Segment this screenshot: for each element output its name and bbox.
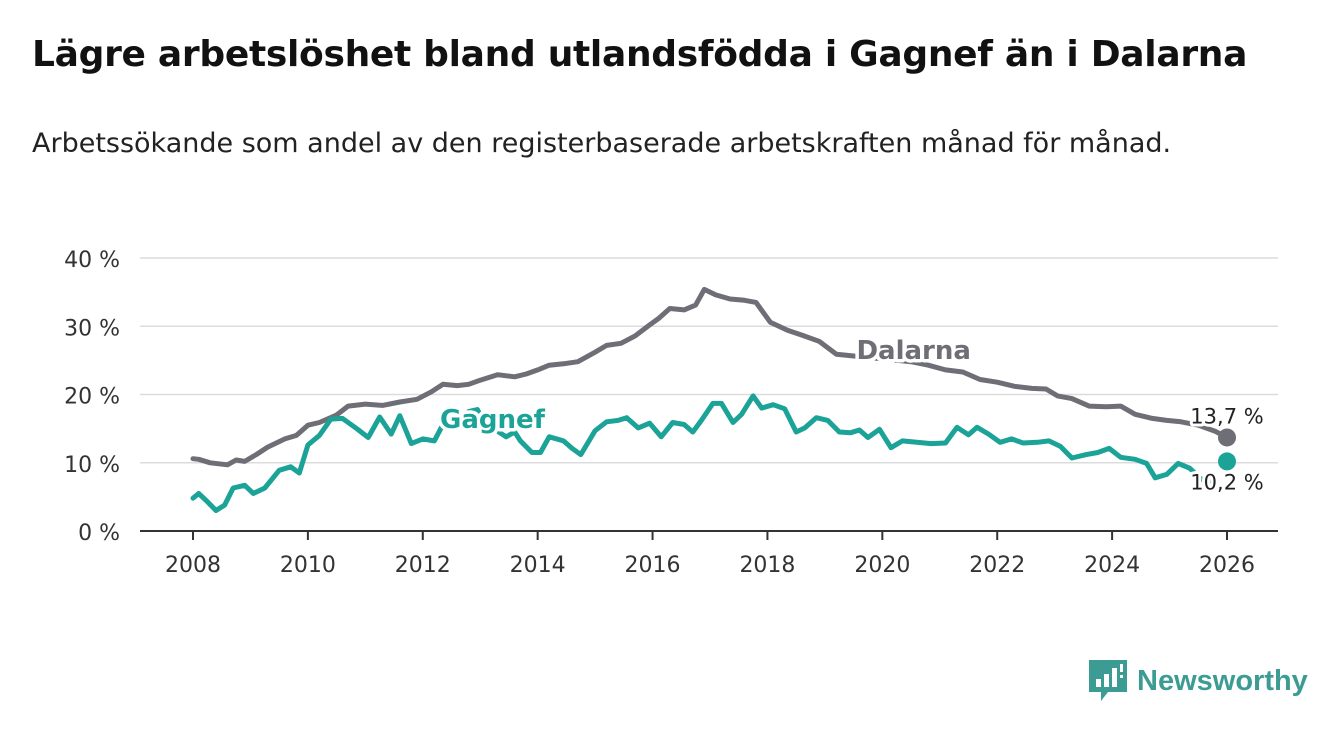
x-axis: 2008 2010 2012 2014 2016 2018 2020 2022 2024 2026 <box>140 530 1278 578</box>
x-tick-label: 2026 <box>1199 553 1255 578</box>
end-marker-gagnef <box>1218 452 1236 471</box>
x-tick-label: 2022 <box>969 553 1025 578</box>
x-tick-label: 2010 <box>280 553 336 578</box>
y-tick-label: 0 % <box>78 521 120 546</box>
chart-subtitle: Arbetssökande som andel av den registerb… <box>32 128 1172 159</box>
x-tick-label: 2018 <box>739 553 795 578</box>
series-line-gagnef <box>190 393 1218 513</box>
brand-logo: Newsworthy <box>1089 660 1308 702</box>
x-tick-label: 2008 <box>165 553 221 578</box>
series-label-dalarna: Dalarna <box>856 336 970 366</box>
grid-lines <box>140 257 1278 464</box>
brand-name: Newsworthy <box>1137 664 1308 697</box>
y-tick-label: 20 % <box>64 385 120 410</box>
y-tick-label: 10 % <box>64 453 120 478</box>
series-label-gagnef: Gagnef <box>440 405 546 435</box>
x-tick-label: 2020 <box>854 553 910 578</box>
end-value-label-dalarna: 13,7 % <box>1190 404 1263 428</box>
chart-title: Lägre arbetslöshet bland utlandsfödda i … <box>32 34 1248 75</box>
end-marker-dalarna <box>1218 428 1236 447</box>
x-tick-label: 2014 <box>510 553 566 578</box>
x-tick-label: 2012 <box>395 553 451 578</box>
x-tick-label: 2016 <box>625 553 681 578</box>
y-axis: 0 % 10 % 20 % 30 % 40 % <box>64 248 120 546</box>
y-tick-label: 40 % <box>64 248 120 273</box>
line-chart: 0 % 10 % 20 % 30 % 40 % 2008 2010 2012 2014 2016… <box>64 248 1278 578</box>
x-tick-label: 2024 <box>1084 553 1140 578</box>
bar-chart-speech-icon <box>1089 660 1127 701</box>
end-value-label-gagnef: 10,2 % <box>1190 470 1263 494</box>
y-tick-label: 30 % <box>64 316 120 341</box>
series-line-dalarna <box>190 286 1230 468</box>
series-labels: Dalarna Gagnef 13,7 % 10,2 % <box>437 333 1267 498</box>
series-lines <box>190 286 1230 513</box>
